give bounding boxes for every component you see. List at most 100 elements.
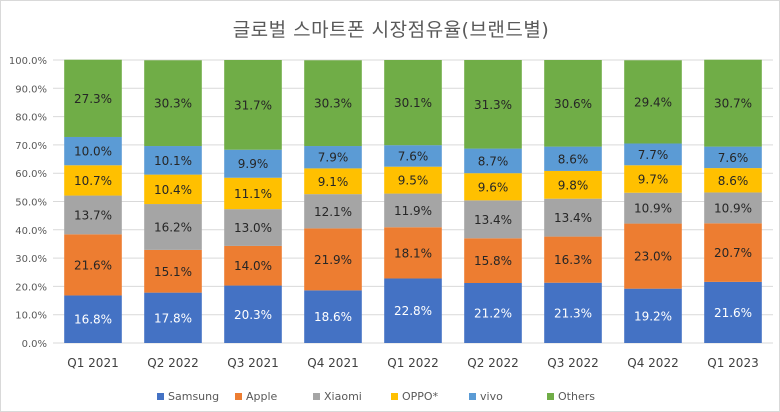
bar-segment-apple xyxy=(224,245,282,286)
bar-segment-apple xyxy=(304,228,362,291)
bar-segment-vivo xyxy=(624,143,682,166)
bar-segment-others xyxy=(624,60,682,144)
bar-segment-xiaomi xyxy=(464,200,522,239)
y-tick-label: 10.0% xyxy=(15,311,47,322)
data-label: 9.7% xyxy=(638,173,669,187)
legend-item: Others xyxy=(547,387,625,405)
legend-label: Xiaomi xyxy=(324,389,362,403)
bar-segment-others xyxy=(384,60,442,146)
legend-label: Samsung xyxy=(168,389,220,403)
bar-segment-xiaomi xyxy=(64,195,122,235)
legend-item: Apple xyxy=(235,387,313,405)
bar-segment-samsung xyxy=(384,278,442,343)
data-label: 29.4% xyxy=(634,95,672,109)
bar-segment-xiaomi xyxy=(224,209,282,246)
bar-segment-xiaomi xyxy=(624,192,682,224)
bar-segment-xiaomi xyxy=(544,198,602,237)
bar-segment-apple xyxy=(624,223,682,289)
bar-segment-others xyxy=(544,60,602,147)
bar-segment-oppo xyxy=(464,173,522,201)
y-tick-label: 80.0% xyxy=(15,113,47,124)
legend-swatch xyxy=(235,392,242,400)
data-label: 17.8% xyxy=(154,311,192,325)
data-label: 7.6% xyxy=(398,149,429,163)
bar-segment-others xyxy=(144,60,202,147)
data-label: 20.3% xyxy=(234,308,272,322)
data-label: 13.4% xyxy=(554,211,592,225)
data-label: 31.7% xyxy=(234,98,272,112)
legend-label: OPPO* xyxy=(402,389,439,403)
data-label: 10.4% xyxy=(154,183,192,197)
bar-segment-samsung xyxy=(144,292,202,343)
bar-segment-apple xyxy=(464,238,522,284)
data-label: 13.4% xyxy=(474,213,512,227)
bar-segment-oppo xyxy=(304,168,362,195)
x-tick-label: Q2 2022 xyxy=(467,356,518,370)
data-label: 8.7% xyxy=(478,154,509,168)
legend-swatch xyxy=(469,392,476,400)
x-tick-label: Q2 2022 xyxy=(147,356,198,370)
data-label: 31.3% xyxy=(474,98,512,112)
bar-segment-oppo xyxy=(704,168,762,193)
bar-segment-xiaomi xyxy=(144,204,202,250)
data-label: 14.0% xyxy=(234,259,272,273)
data-label: 18.1% xyxy=(394,246,432,260)
x-tick-label: Q1 2023 xyxy=(707,356,758,370)
bar-segment-samsung xyxy=(224,285,282,343)
legend-item: Samsung xyxy=(157,387,235,405)
data-label: 7.7% xyxy=(638,148,669,162)
chart-title: 글로벌 스마트폰 시장점유율(브랜드별) xyxy=(232,19,550,41)
x-tick-label: Q3 2022 xyxy=(547,356,598,370)
y-tick-label: 0.0% xyxy=(22,339,47,350)
data-label: 8.6% xyxy=(558,152,589,166)
data-label: 21.2% xyxy=(474,307,512,321)
bar-segment-apple xyxy=(384,227,442,279)
data-label: 15.8% xyxy=(474,254,512,268)
data-label: 21.9% xyxy=(314,253,352,267)
bar-segment-oppo xyxy=(384,166,442,194)
bar-segment-others xyxy=(64,59,122,137)
data-label: 9.1% xyxy=(318,175,349,189)
bar-segment-vivo xyxy=(384,145,442,167)
data-label: 22.8% xyxy=(394,304,432,318)
y-tick-label: 20.0% xyxy=(15,282,47,293)
bar-segment-xiaomi xyxy=(384,193,442,228)
legend-swatch xyxy=(157,392,164,400)
data-label: 7.9% xyxy=(318,151,349,165)
legend-item: vivo xyxy=(469,387,547,405)
data-label: 11.1% xyxy=(234,187,272,201)
bar-segment-samsung xyxy=(464,283,522,343)
bar-segment-others xyxy=(464,60,522,149)
data-label: 10.1% xyxy=(154,154,192,168)
y-tick-label: 50.0% xyxy=(15,198,47,209)
bar-segment-samsung xyxy=(704,281,762,343)
data-label: 30.7% xyxy=(714,97,752,111)
bar-segment-vivo xyxy=(144,146,202,175)
bar-segment-vivo xyxy=(544,146,602,171)
x-tick-label: Q1 2022 xyxy=(387,356,438,370)
bar-segment-vivo xyxy=(64,136,122,166)
bar-segment-apple xyxy=(544,236,602,283)
data-label: 9.6% xyxy=(478,180,509,194)
data-label: 9.8% xyxy=(558,178,589,192)
bar-segment-xiaomi xyxy=(704,192,762,224)
bar-segment-oppo xyxy=(224,177,282,210)
y-tick-label: 40.0% xyxy=(15,226,47,237)
data-label: 10.0% xyxy=(74,145,112,159)
x-tick-label: Q4 2021 xyxy=(307,356,358,370)
legend: Samsung Apple Xiaomi OPPO* vivo Others xyxy=(1,387,780,405)
legend-item: Xiaomi xyxy=(313,387,391,405)
y-tick-label: 60.0% xyxy=(15,169,47,180)
data-label: 10.9% xyxy=(714,201,752,215)
data-label: 30.3% xyxy=(154,97,192,111)
bar-segment-vivo xyxy=(304,146,362,169)
bar-segment-vivo xyxy=(224,149,282,178)
data-label: 9.5% xyxy=(398,174,429,188)
bar-segment-xiaomi xyxy=(304,194,362,229)
data-label: 30.1% xyxy=(394,96,432,110)
data-label: 18.6% xyxy=(314,310,352,324)
data-label: 9.9% xyxy=(238,157,269,171)
data-label: 16.3% xyxy=(554,253,592,267)
bar-segment-apple xyxy=(704,223,762,282)
